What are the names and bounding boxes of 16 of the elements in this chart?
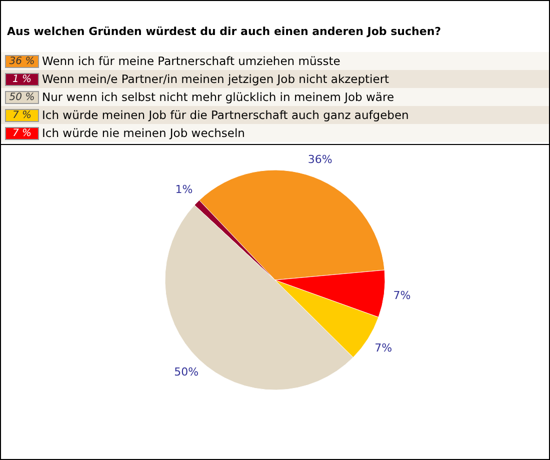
legend-label: Nur wenn ich selbst nicht mehr glücklich in meinem Job wäre [42,90,394,104]
legend-label: Wenn mein/e Partner/in meinen jetzigen Job nicht akzeptiert [42,72,390,86]
text: 50 % [5,90,39,104]
data-label: 7% [374,341,392,354]
legend-label: Ich würde meinen Job für die Partnerschaft auch ganz aufgeben [42,108,409,122]
text: 7 % [5,126,39,140]
chart-title: Aus welchen Gründen würdest du dir auch einen anderen Job suchen? [6,24,442,40]
legend-label: Wenn ich für meine Partnerschaft umziehen müsste [42,54,340,68]
data-label: 1% [175,182,193,196]
text: 7 % [5,108,39,122]
data-label: 36% [308,153,332,166]
legend-label: Ich würde nie meinen Job wechseln [42,126,245,140]
text: 36 % [5,54,39,68]
data-label: 7% [393,289,411,302]
data-label: 50% [174,365,199,378]
text: 1 % [5,72,39,86]
